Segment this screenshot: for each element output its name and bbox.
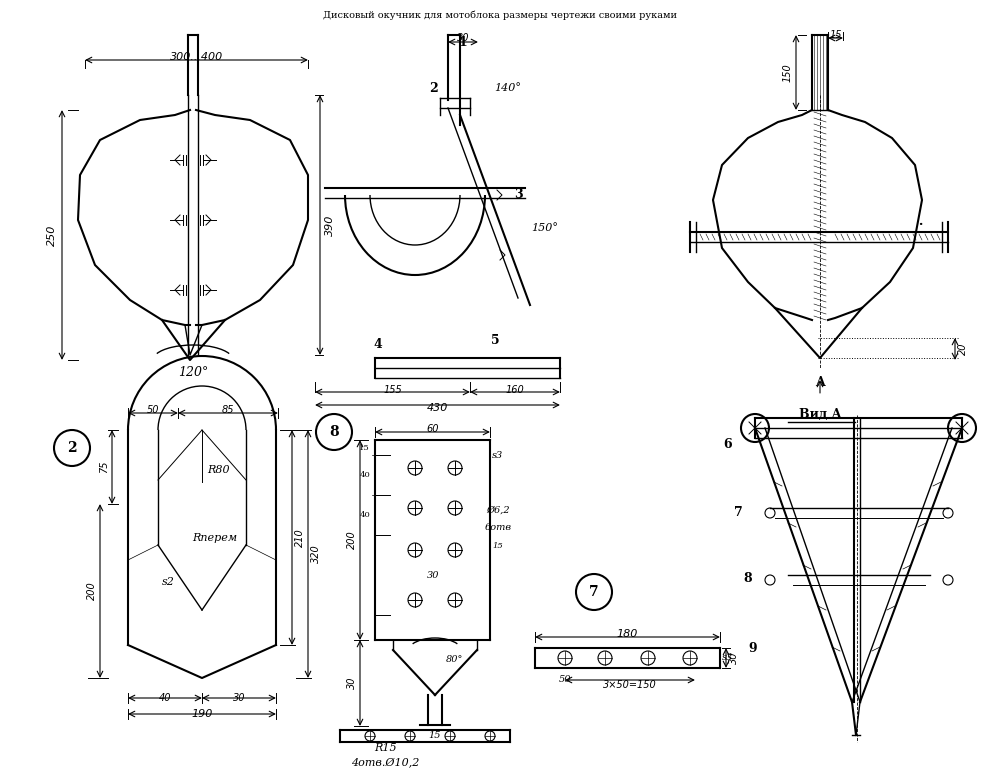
Text: 80°: 80° — [446, 656, 464, 664]
Text: 30: 30 — [427, 570, 439, 580]
Text: 160: 160 — [506, 385, 524, 395]
Text: 15: 15 — [429, 730, 441, 740]
Text: Дисковый окучник для мотоблока размеры чертежи своими руками: Дисковый окучник для мотоблока размеры ч… — [323, 10, 677, 19]
Text: Вид А: Вид А — [799, 408, 841, 421]
Text: 8: 8 — [329, 425, 339, 439]
Text: 430: 430 — [427, 403, 448, 413]
Text: 5: 5 — [491, 334, 499, 347]
Text: 6отв: 6отв — [484, 524, 512, 532]
Text: 20: 20 — [958, 343, 968, 355]
Text: 7: 7 — [734, 505, 742, 518]
Text: A: A — [815, 376, 825, 390]
Text: 40: 40 — [359, 471, 370, 479]
Text: s3: s3 — [722, 653, 734, 663]
Text: 3: 3 — [514, 189, 522, 202]
Text: 85: 85 — [222, 405, 234, 415]
Text: 250: 250 — [47, 224, 57, 246]
Text: 50: 50 — [559, 675, 571, 684]
Text: 15: 15 — [493, 542, 503, 550]
Text: 120°: 120° — [178, 365, 208, 379]
Text: 30: 30 — [457, 33, 469, 43]
Text: 190: 190 — [191, 709, 213, 719]
Text: 2: 2 — [67, 441, 77, 455]
Text: R15: R15 — [374, 743, 396, 753]
Text: s2: s2 — [162, 577, 174, 587]
Text: 30: 30 — [347, 677, 357, 689]
Text: 140°: 140° — [494, 83, 522, 93]
Text: 2: 2 — [429, 81, 437, 95]
Text: 30: 30 — [729, 652, 739, 664]
Text: 150: 150 — [783, 63, 793, 82]
Text: 7: 7 — [589, 585, 599, 599]
Text: 75: 75 — [99, 461, 109, 473]
Text: 30: 30 — [233, 693, 245, 703]
Text: 320: 320 — [311, 545, 321, 563]
Text: 40: 40 — [359, 511, 370, 519]
Text: 180: 180 — [617, 629, 638, 639]
Text: 50: 50 — [147, 405, 159, 415]
Text: 15: 15 — [829, 30, 842, 40]
Text: 200: 200 — [87, 582, 97, 601]
Text: 6: 6 — [724, 438, 732, 452]
Text: Ø6,2: Ø6,2 — [486, 505, 510, 514]
Text: .: . — [917, 211, 923, 229]
Text: 15: 15 — [359, 444, 370, 452]
Text: 300...400: 300...400 — [170, 52, 223, 62]
Text: 210: 210 — [295, 528, 305, 547]
Text: R80: R80 — [207, 465, 229, 475]
Text: 4: 4 — [374, 338, 382, 352]
Text: 60: 60 — [426, 424, 439, 434]
Text: 4отв.Ø10,2: 4отв.Ø10,2 — [351, 757, 419, 767]
Text: 150°: 150° — [532, 223, 558, 233]
Text: 155: 155 — [383, 385, 402, 395]
Text: 40: 40 — [159, 693, 171, 703]
Text: s3: s3 — [492, 451, 504, 459]
Text: 390: 390 — [325, 214, 335, 236]
Text: 9: 9 — [749, 642, 757, 654]
Text: 3×50=150: 3×50=150 — [603, 680, 657, 690]
Text: 1: 1 — [459, 36, 467, 48]
Text: 200: 200 — [347, 531, 357, 549]
Text: 8: 8 — [744, 571, 752, 584]
Text: Rперем: Rперем — [192, 533, 238, 543]
